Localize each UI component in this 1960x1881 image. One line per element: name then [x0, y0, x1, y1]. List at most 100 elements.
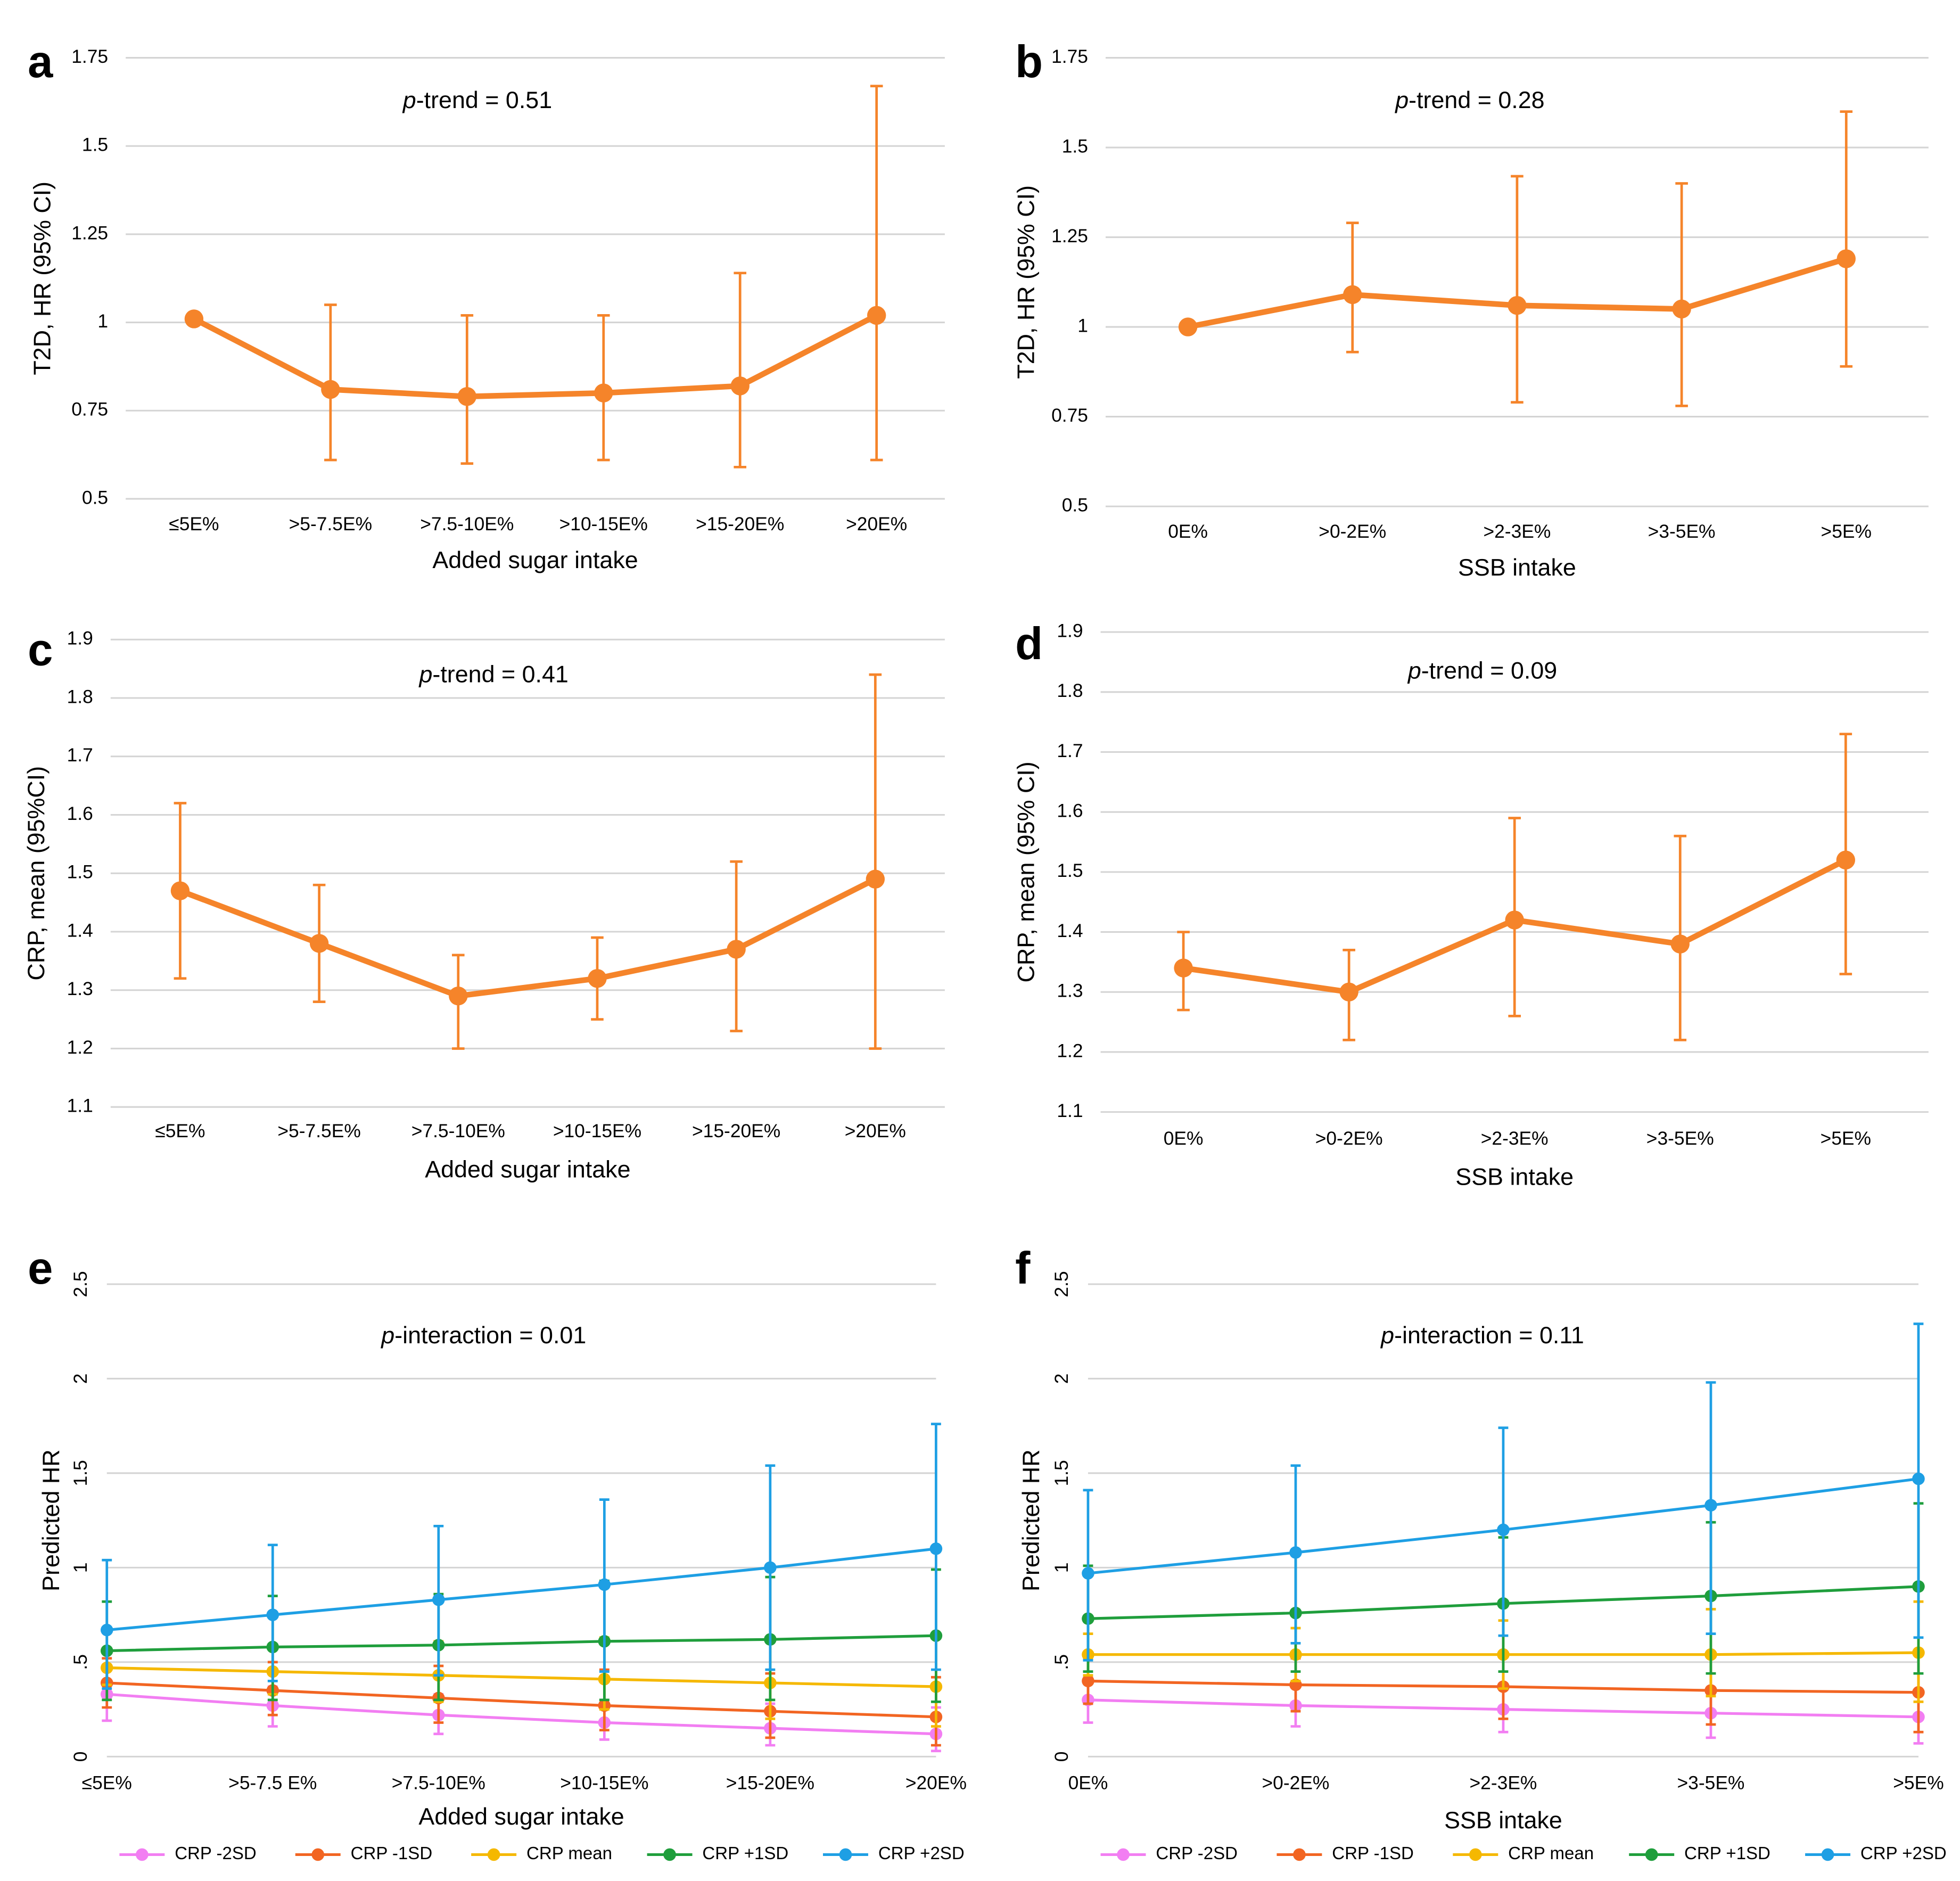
panel: f p-interaction = 0.11 0 .5 1 1.5 2 2.5 0E% >0-2E…	[1015, 1243, 1947, 1863]
y-tick-label: 1.25	[71, 222, 108, 243]
y-tick-label: 1	[97, 310, 108, 332]
legend-label: CRP mean	[1508, 1844, 1594, 1863]
panel-letter: e	[28, 1243, 53, 1294]
y-tick-label: 0.5	[82, 487, 108, 508]
annotation-text: -interaction = 0.11	[1394, 1321, 1584, 1349]
point	[727, 940, 746, 959]
y-tick-label: 0	[1051, 1752, 1072, 1762]
annotation-italic: p	[1394, 86, 1409, 113]
annotation: p-trend = 0.28	[1394, 86, 1544, 113]
legend-marker	[1117, 1848, 1130, 1861]
error-bar	[734, 272, 747, 469]
y-tick-label: 1.4	[67, 919, 93, 941]
x-tick-label: >5-7.5E%	[277, 1120, 360, 1141]
annotation: p-interaction = 0.11	[1380, 1321, 1584, 1349]
point	[867, 306, 886, 325]
legend-marker	[663, 1848, 676, 1861]
y-axis-title: Predicted HR	[1017, 1449, 1044, 1591]
x-tick-label: ≤5E%	[82, 1772, 132, 1794]
y-tick-label: 1.5	[1051, 1460, 1072, 1486]
x-tick-label: 0E%	[1068, 1772, 1108, 1794]
legend-label: CRP -1SD	[1332, 1844, 1414, 1863]
annotation-italic: p	[418, 661, 432, 688]
y-axis-title: Predicted HR	[37, 1449, 64, 1591]
y-tick-label: 1.75	[71, 46, 108, 67]
y-tick-label: 1.2	[67, 1037, 93, 1058]
y-tick-label: 1.7	[1057, 740, 1083, 761]
annotation-italic: p	[402, 86, 416, 113]
series-line	[106, 1693, 936, 1736]
x-axis-title: SSB intake	[1455, 1163, 1574, 1190]
panel-letter: c	[28, 625, 53, 676]
annotation-italic: p	[1380, 1321, 1394, 1349]
y-tick-label: 1.5	[1062, 135, 1088, 157]
point	[1082, 1674, 1094, 1688]
x-tick-label: 0E%	[1168, 521, 1208, 542]
y-tick-label: 1.75	[1051, 46, 1088, 67]
x-axis-title: Added sugar intake	[418, 1803, 624, 1830]
point	[1837, 249, 1856, 268]
x-axis-title: SSB intake	[1444, 1806, 1562, 1834]
y-tick-label: 1.4	[1057, 920, 1083, 941]
y-tick-label: .5	[1051, 1654, 1072, 1670]
annotation-italic: p	[380, 1321, 394, 1349]
x-tick-label: >3-5E%	[1646, 1128, 1714, 1149]
point	[730, 376, 750, 396]
y-tick-label: 2	[1051, 1374, 1072, 1384]
y-tick-label: 1.6	[67, 803, 93, 824]
point	[266, 1608, 279, 1621]
error-bar	[869, 673, 882, 1050]
y-tick-label: 1.8	[1057, 680, 1083, 701]
annotation-text: -trend = 0.51	[416, 86, 552, 113]
legend-label: CRP +1SD	[702, 1844, 788, 1863]
y-tick-label: 1.5	[82, 134, 108, 155]
legend-label: CRP -2SD	[175, 1844, 257, 1863]
panel: d p-trend = 0.09 1.1 1.2 1.3 1.4 1.5 1.6 1.7 1.8 1…	[1012, 619, 1929, 1190]
y-axis-title: CRP, mean (95%CI)	[22, 766, 50, 981]
point	[1289, 1546, 1302, 1559]
point	[1082, 1567, 1094, 1580]
legend-marker	[1645, 1848, 1658, 1861]
x-tick-label: ≤5E%	[169, 513, 219, 535]
y-tick-label: 2.5	[1051, 1271, 1072, 1297]
annotation: p-trend = 0.51	[402, 86, 552, 113]
point	[1343, 285, 1362, 305]
y-tick-label: 1	[1077, 315, 1088, 336]
y-tick-label: 1.1	[67, 1095, 93, 1116]
y-axis-title: T2D, HR (95% CI)	[1012, 185, 1040, 379]
error-bar	[870, 85, 883, 462]
point	[1704, 1499, 1717, 1512]
legend-marker	[487, 1848, 500, 1861]
point	[1339, 982, 1358, 1001]
point	[457, 387, 477, 406]
legend-label: CRP +1SD	[1684, 1844, 1770, 1863]
point	[598, 1578, 611, 1591]
panel-letter: f	[1015, 1243, 1031, 1294]
x-tick-label: >7.5-10E%	[392, 1772, 485, 1794]
point	[1174, 958, 1193, 978]
annotation-text: -trend = 0.41	[432, 661, 568, 688]
point	[170, 881, 190, 900]
x-tick-label: >15-20E%	[692, 1120, 780, 1141]
y-axis-title: T2D, HR (95% CI)	[29, 182, 56, 375]
x-tick-label: >2-3E%	[1483, 521, 1551, 542]
y-tick-label: 1.8	[67, 686, 93, 707]
annotation-text: -interaction = 0.01	[394, 1321, 586, 1349]
x-tick-label: >3-5E%	[1677, 1772, 1745, 1794]
y-tick-label: .5	[70, 1654, 91, 1670]
legend-marker	[136, 1848, 149, 1861]
error-bar	[1675, 182, 1688, 407]
y-tick-label: 2	[70, 1374, 91, 1384]
legend-marker	[1469, 1848, 1482, 1861]
y-tick-label: 1.9	[67, 628, 93, 649]
y-tick-label: 0.75	[71, 399, 108, 420]
y-tick-label: 1.25	[1051, 225, 1088, 247]
panel-letter: b	[1015, 37, 1043, 87]
x-tick-label: >0-2E%	[1262, 1772, 1330, 1794]
point	[449, 986, 468, 1006]
x-tick-label: >10-15E%	[553, 1120, 641, 1141]
panel: c p-trend = 0.41 1.1 1.2 1.3 1.4 1.5 1.6 1.7 1.8 1…	[22, 625, 945, 1182]
x-tick-label: >20E%	[905, 1772, 967, 1794]
annotation: p-interaction = 0.01	[380, 1321, 586, 1349]
